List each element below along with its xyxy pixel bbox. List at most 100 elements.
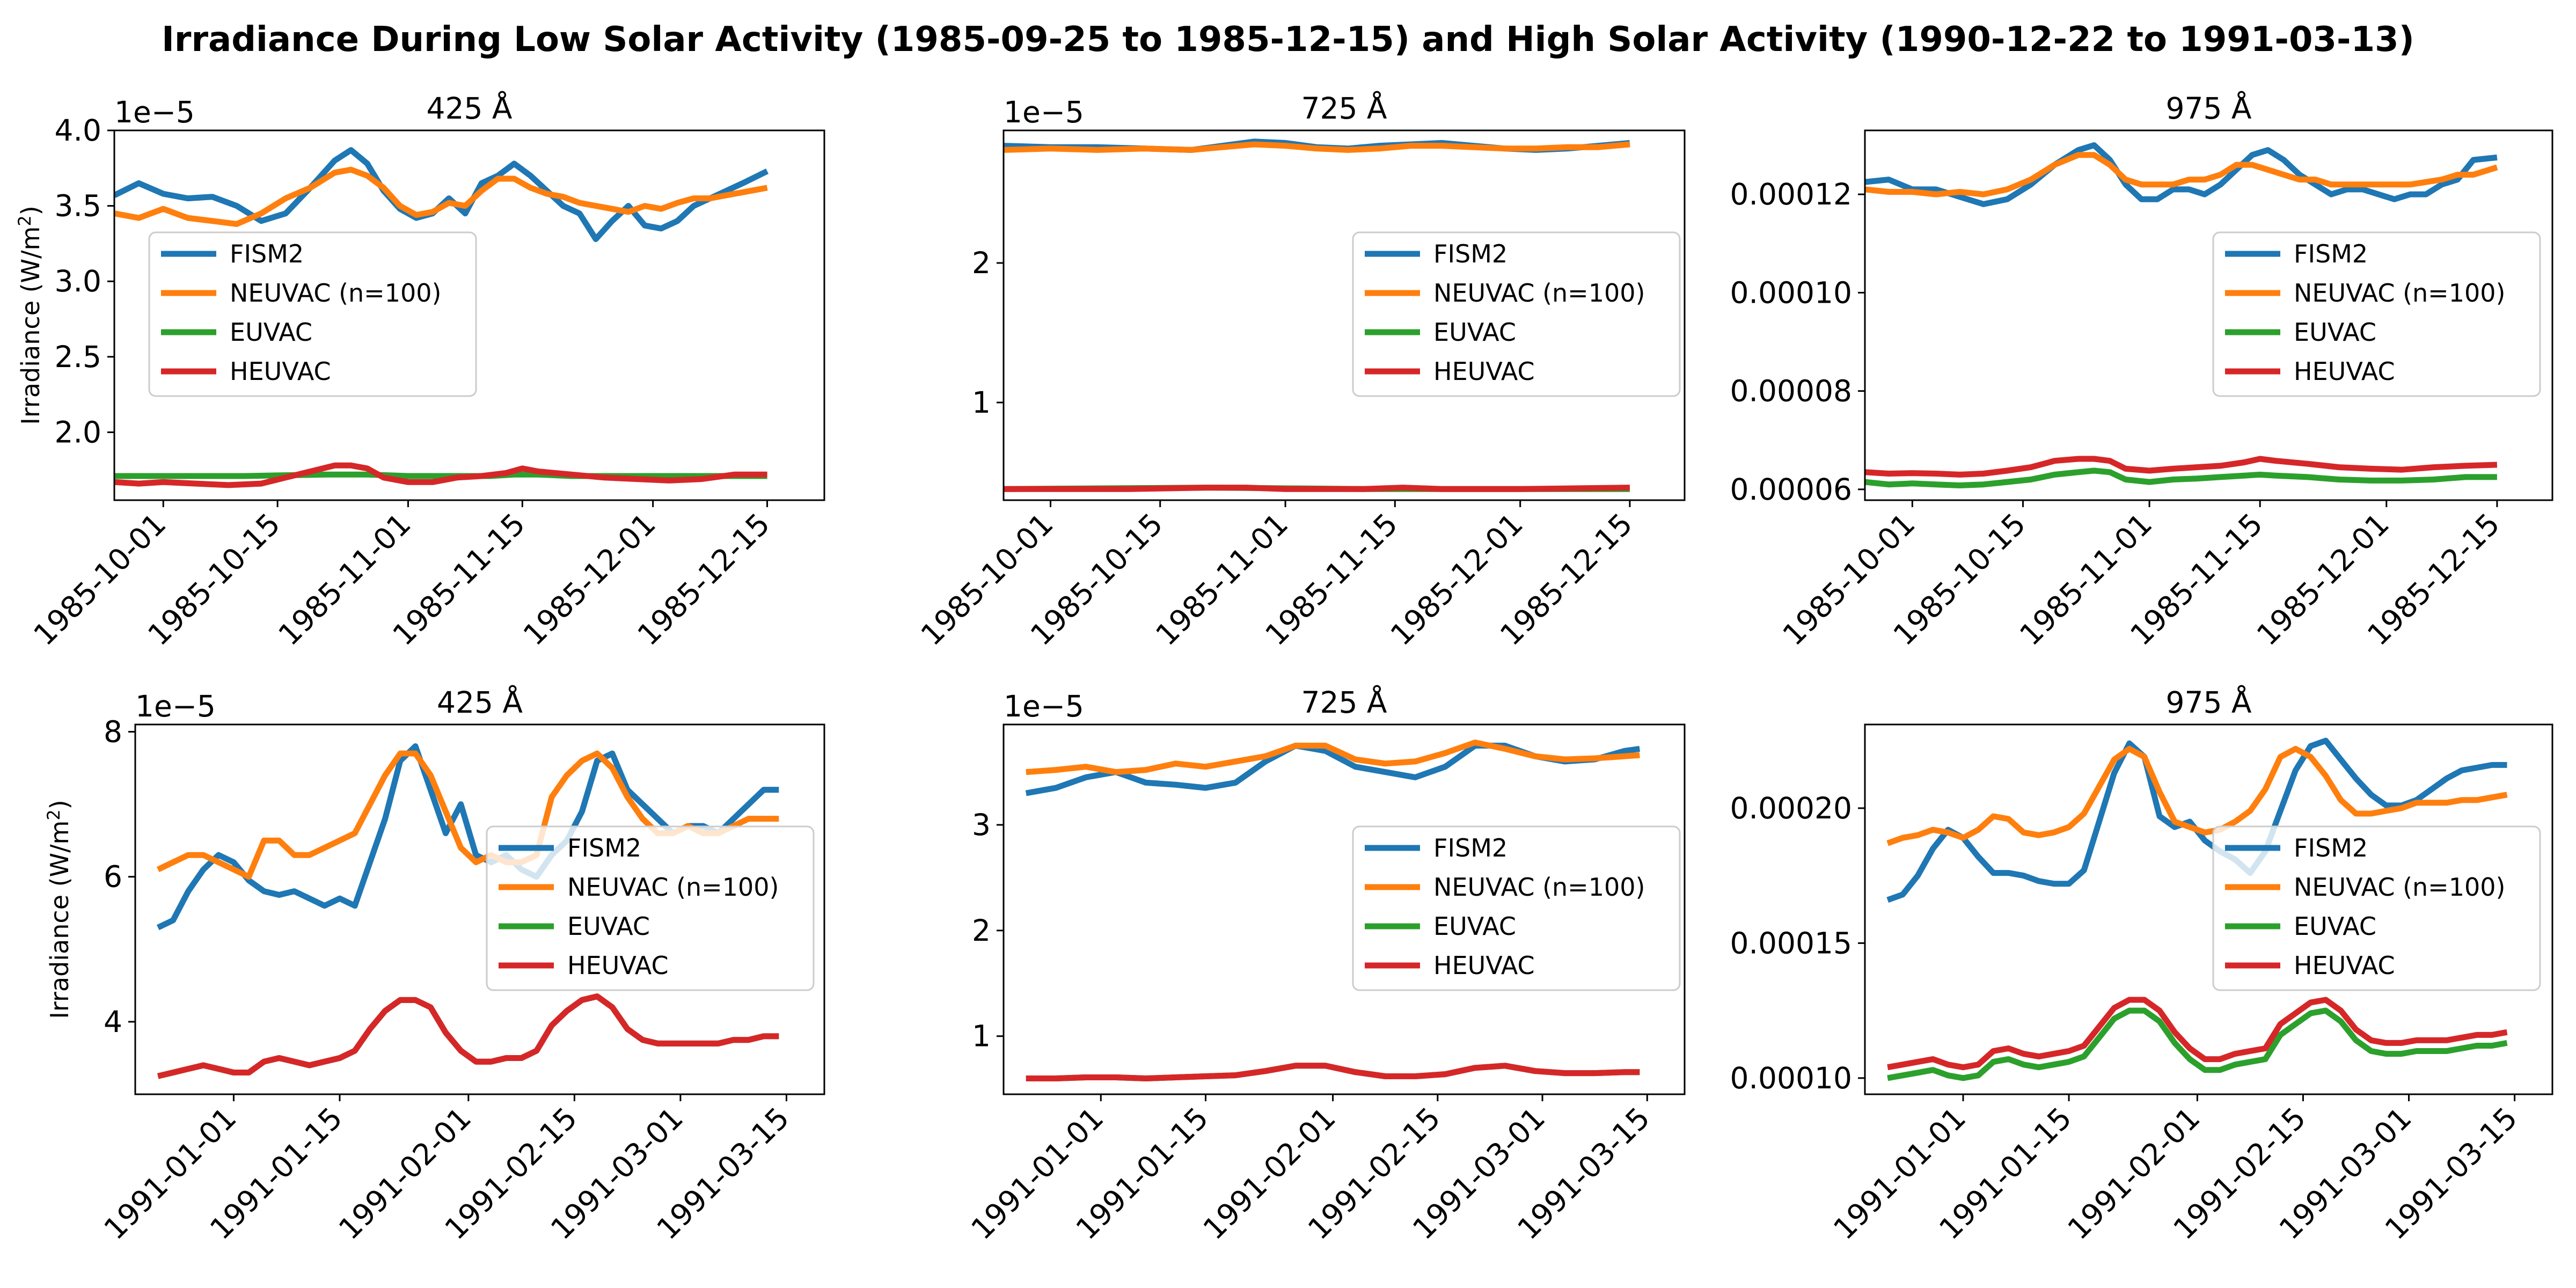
y-axis-label-text: Irradiance (W/m [45,821,74,1019]
line-neuvac-n-100 [1026,740,1640,775]
axes-frame [134,723,825,1095]
y-tick-label: 0.00015 [1730,926,1852,960]
y-axis-label-text: Irradiance (W/m [16,226,45,425]
legend-label-neuvac-n-100: NEUVAC (n=100) [2294,279,2505,308]
legend: FISM2 NEUVAC (n=100) EUVAC HEUVAC [1352,231,1681,397]
y-tick-label: 2.5 [55,340,101,374]
y-tick-label: 4.0 [55,113,101,148]
y-tick-label: 4 [104,1005,122,1039]
line-fism2 [1865,142,2498,207]
y-tick-label: 3.0 [55,264,101,298]
y-tick-label: 3.5 [55,189,101,223]
series-lines [1865,142,2498,488]
figure-title: Irradiance During Low Solar Activity (19… [162,20,2414,60]
y-tick-label: 0.00006 [1730,472,1852,507]
axes-frame [1864,723,2553,1095]
y-tick-label: 0.00020 [1730,791,1852,825]
y-axis-label-superscript: 2 [43,809,64,820]
series-lines [1025,740,1641,1081]
y-tick-label: 1 [972,385,991,420]
legend: FISM2 NEUVAC (n=100) EUVAC HEUVAC [2212,825,2541,991]
legend-label-neuvac-n-100: NEUVAC (n=100) [567,873,779,902]
legend-box [486,825,815,991]
subplot-title: 725 Å [1301,685,1387,720]
y-axis-label: Irradiance (W/m2) [43,800,74,1019]
legend-label-heuvac: HEUVAC [567,951,669,980]
subplot-title: 725 Å [1301,91,1387,126]
legend-label-heuvac: HEUVAC [230,357,331,386]
line-neuvac-n-100 [114,166,768,227]
y-axis-label: Irradiance (W/m2) [14,206,45,425]
legend-label-fism2: FISM2 [1433,239,1507,268]
legend-label-heuvac: HEUVAC [1433,951,1535,980]
axis-offset-text: 1e−5 [1004,689,1084,723]
y-tick-label: 0.00010 [1730,1061,1852,1095]
legend: FISM2 NEUVAC (n=100) EUVAC HEUVAC [486,825,815,991]
line-heuvac [1865,456,2498,478]
legend-label-neuvac-n-100: NEUVAC (n=100) [1433,873,1645,902]
legend-label-euvac: EUVAC [1433,912,1516,941]
axes-frame [113,129,825,501]
legend-label-fism2: FISM2 [1433,833,1507,862]
series-lines [114,147,769,488]
legend-label-neuvac-n-100: NEUVAC (n=100) [2294,873,2505,902]
legend-label-euvac: EUVAC [2294,318,2376,347]
subplot-title: 425 Å [437,685,523,720]
y-tick-label: 0.00010 [1730,275,1852,310]
subplot-title: 425 Å [426,91,512,126]
legend-label-euvac: EUVAC [230,318,312,347]
line-euvac [114,471,767,479]
legend: FISM2 NEUVAC (n=100) EUVAC HEUVAC [2212,231,2541,397]
line-heuvac [114,462,767,488]
y-tick-label: 3 [972,808,991,842]
axis-offset-text: 1e−5 [135,689,216,723]
legend-box [1352,231,1681,397]
legend-label-euvac: EUVAC [1433,318,1516,347]
y-axis-label-close: ) [16,206,45,215]
legend: FISM2 NEUVAC (n=100) EUVAC HEUVAC [1352,825,1681,991]
line-heuvac [1004,485,1630,492]
legend-label-neuvac-n-100: NEUVAC (n=100) [1433,279,1645,308]
legend-label-fism2: FISM2 [230,239,304,268]
line-heuvac [1887,997,2508,1071]
legend-box [1352,825,1681,991]
y-axis-label-close: ) [45,800,74,809]
series-lines [1886,737,2508,1081]
legend-label-heuvac: HEUVAC [2294,357,2395,386]
subplot-high-425: 4681991-01-011991-01-151991-02-011991-02… [43,685,825,1246]
y-tick-label: 8 [104,715,122,749]
y-axis-label-superscript: 2 [14,215,35,226]
y-tick-label: 1 [972,1019,991,1053]
legend-label-heuvac: HEUVAC [2294,951,2395,980]
legend-box [2212,825,2541,991]
y-tick-label: 2 [972,913,991,948]
legend-label-heuvac: HEUVAC [1433,357,1535,386]
line-euvac [1865,467,2497,488]
axis-offset-text: 1e−5 [114,95,195,129]
y-tick-label: 6 [104,860,122,894]
line-neuvac-n-100 [1865,152,2498,197]
y-tick-label: 0.00012 [1730,177,1852,211]
axes-frame [1002,723,1686,1095]
y-tick-label: 2 [972,246,991,280]
y-tick-label: 2.0 [55,415,101,449]
legend-box [2212,231,2541,397]
legend-label-euvac: EUVAC [567,912,650,941]
line-heuvac [157,993,779,1079]
legend-label-fism2: FISM2 [2294,239,2368,268]
line-euvac [1887,1007,2508,1081]
line-neuvac-n-100 [1004,141,1630,153]
line-heuvac [1026,1063,1640,1081]
axis-offset-text: 1e−5 [1004,95,1084,129]
legend-label-fism2: FISM2 [567,833,641,862]
line-neuvac-n-100 [1886,745,2508,846]
subplot-title: 975 Å [2165,685,2251,720]
legend-label-euvac: EUVAC [2294,912,2376,941]
legend-label-neuvac-n-100: NEUVAC (n=100) [230,279,441,308]
legend-label-fism2: FISM2 [2294,833,2368,862]
axes-frame [1002,129,1686,501]
series-lines [1004,138,1630,492]
axes-frame [1864,129,2553,501]
legend-box [148,231,477,397]
